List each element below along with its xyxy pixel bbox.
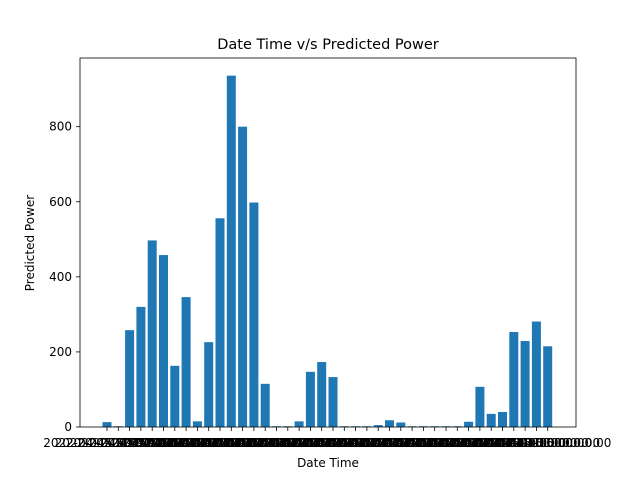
x-tick-label: 2022-04-15 00:00:00 xyxy=(337,436,464,450)
bar xyxy=(520,341,530,427)
bar xyxy=(181,297,191,427)
bar xyxy=(543,346,553,427)
x-tick-label: 2022-04-15 00:00:00 xyxy=(134,436,261,450)
x-tick-label: 2022-04-15 00:00:00 xyxy=(360,436,487,450)
bar xyxy=(509,332,519,427)
y-axis-ticks: 0 200 400 600 800 xyxy=(49,120,80,434)
bar xyxy=(475,386,485,427)
bar xyxy=(464,421,474,427)
plot-frame xyxy=(79,57,577,428)
x-tick-label: 2022-04-15 00:00:00 xyxy=(156,436,283,450)
x-tick-label: 2022-04-15 00:00:00 xyxy=(439,436,566,450)
x-tick-label: 2022-04-15 00:00:00 xyxy=(122,436,249,450)
x-tick-label: 2022-04-15 00:00:00 xyxy=(461,436,588,450)
x-tick-label: 2022-04-15 00:00:00 xyxy=(405,436,532,450)
x-tick-label: 2022-04-15 00:00:00 xyxy=(201,436,328,450)
bar xyxy=(328,377,338,427)
bar xyxy=(136,306,146,427)
bar xyxy=(385,420,394,427)
y-tick-label: 400 xyxy=(49,270,72,284)
bar xyxy=(215,218,225,427)
bar xyxy=(317,362,327,427)
x-tick-label: 2022-04-15 00:00:00 xyxy=(258,436,385,450)
x-tick-label: 2022-04-15 00:00:00 xyxy=(269,436,396,450)
x-tick-label: 2022-04-15 00:00:00 xyxy=(43,436,170,450)
x-tick-label: 2022-04-15 00:00:00 xyxy=(416,436,543,450)
bar xyxy=(204,342,214,427)
bar xyxy=(531,321,541,427)
x-tick-label: 2022-04-15 00:00:00 xyxy=(168,436,295,450)
bar xyxy=(159,255,168,427)
x-tick-label: 2022-04-15 00:00:00 xyxy=(213,436,340,450)
bar xyxy=(294,421,304,427)
x-tick-label: 2022-04-15 00:00:00 xyxy=(314,436,441,450)
x-tick-label: 2022-04-15 00:00:00 xyxy=(55,436,182,450)
x-tick-label: 2022-04-15 00:00:00 xyxy=(66,436,193,450)
y-tick-label: 600 xyxy=(49,195,72,209)
bar xyxy=(305,371,315,427)
chart-title: Date Time v/s Predicted Power xyxy=(217,37,439,53)
x-tick-label: 2022-04-15 00:00:00 xyxy=(179,436,306,450)
y-tick-label: 0 xyxy=(64,420,72,434)
bar xyxy=(396,422,406,427)
bar xyxy=(486,413,496,427)
x-tick-label: 2022-04-15 00:00:00 xyxy=(235,436,362,450)
x-tick-label: 2022-04-15 00:00:00 xyxy=(111,436,238,450)
bar xyxy=(249,202,259,427)
x-tick-label: 2022-04-15 00:00:00 xyxy=(292,436,419,450)
bars-group xyxy=(102,75,553,427)
bar xyxy=(226,75,236,427)
x-tick-label: 2022-04-15 00:00:00 xyxy=(382,436,509,450)
bar xyxy=(373,425,383,427)
bar xyxy=(125,330,135,427)
x-tick-label: 2022-04-15 00:00:00 xyxy=(348,436,475,450)
y-axis-label: Predicted Power xyxy=(23,195,37,291)
bar xyxy=(192,421,202,427)
bar xyxy=(170,365,180,427)
bar xyxy=(147,240,157,427)
x-tick-label: 2022-04-15 00:00:00 xyxy=(473,436,600,450)
x-tick-label: 2022-04-15 00:00:00 xyxy=(247,436,374,450)
x-tick-label: 2022-04-15 00:00:00 xyxy=(427,436,554,450)
bar xyxy=(238,126,248,427)
x-tick-label: 2022-04-15 00:00:00 xyxy=(190,436,317,450)
x-tick-label: 2022-04-15 00:00:00 xyxy=(394,436,521,450)
x-tick-label: 2022-04-15 00:00:00 xyxy=(281,436,408,450)
x-axis-label: Date Time xyxy=(297,456,359,470)
x-tick-label: 2022-04-15 00:00:00 xyxy=(371,436,498,450)
x-tick-label: 2022-04-15 00:00:00 xyxy=(450,436,577,450)
y-tick-label: 200 xyxy=(49,345,72,359)
x-tick-label: 2022-04-15 00:00:00 xyxy=(88,436,215,450)
bar xyxy=(102,422,112,427)
x-tick-label: 2022-04-15 00:00:00 xyxy=(484,436,611,450)
bar xyxy=(498,411,507,427)
x-tick-label: 2022-04-15 00:00:00 xyxy=(303,436,430,450)
bar xyxy=(260,383,270,427)
x-tick-label: 2022-04-15 00:00:00 xyxy=(326,436,453,450)
x-tick-label: 2022-04-15 00:00:00 xyxy=(145,436,272,450)
x-tick-label: 2022-04-15 00:00:00 xyxy=(100,436,227,450)
x-tick-label: 2022-04-15 00:00:00 xyxy=(77,436,204,450)
y-tick-label: 800 xyxy=(49,120,72,134)
x-tick-label: 2022-04-15 00:00:00 xyxy=(224,436,351,450)
